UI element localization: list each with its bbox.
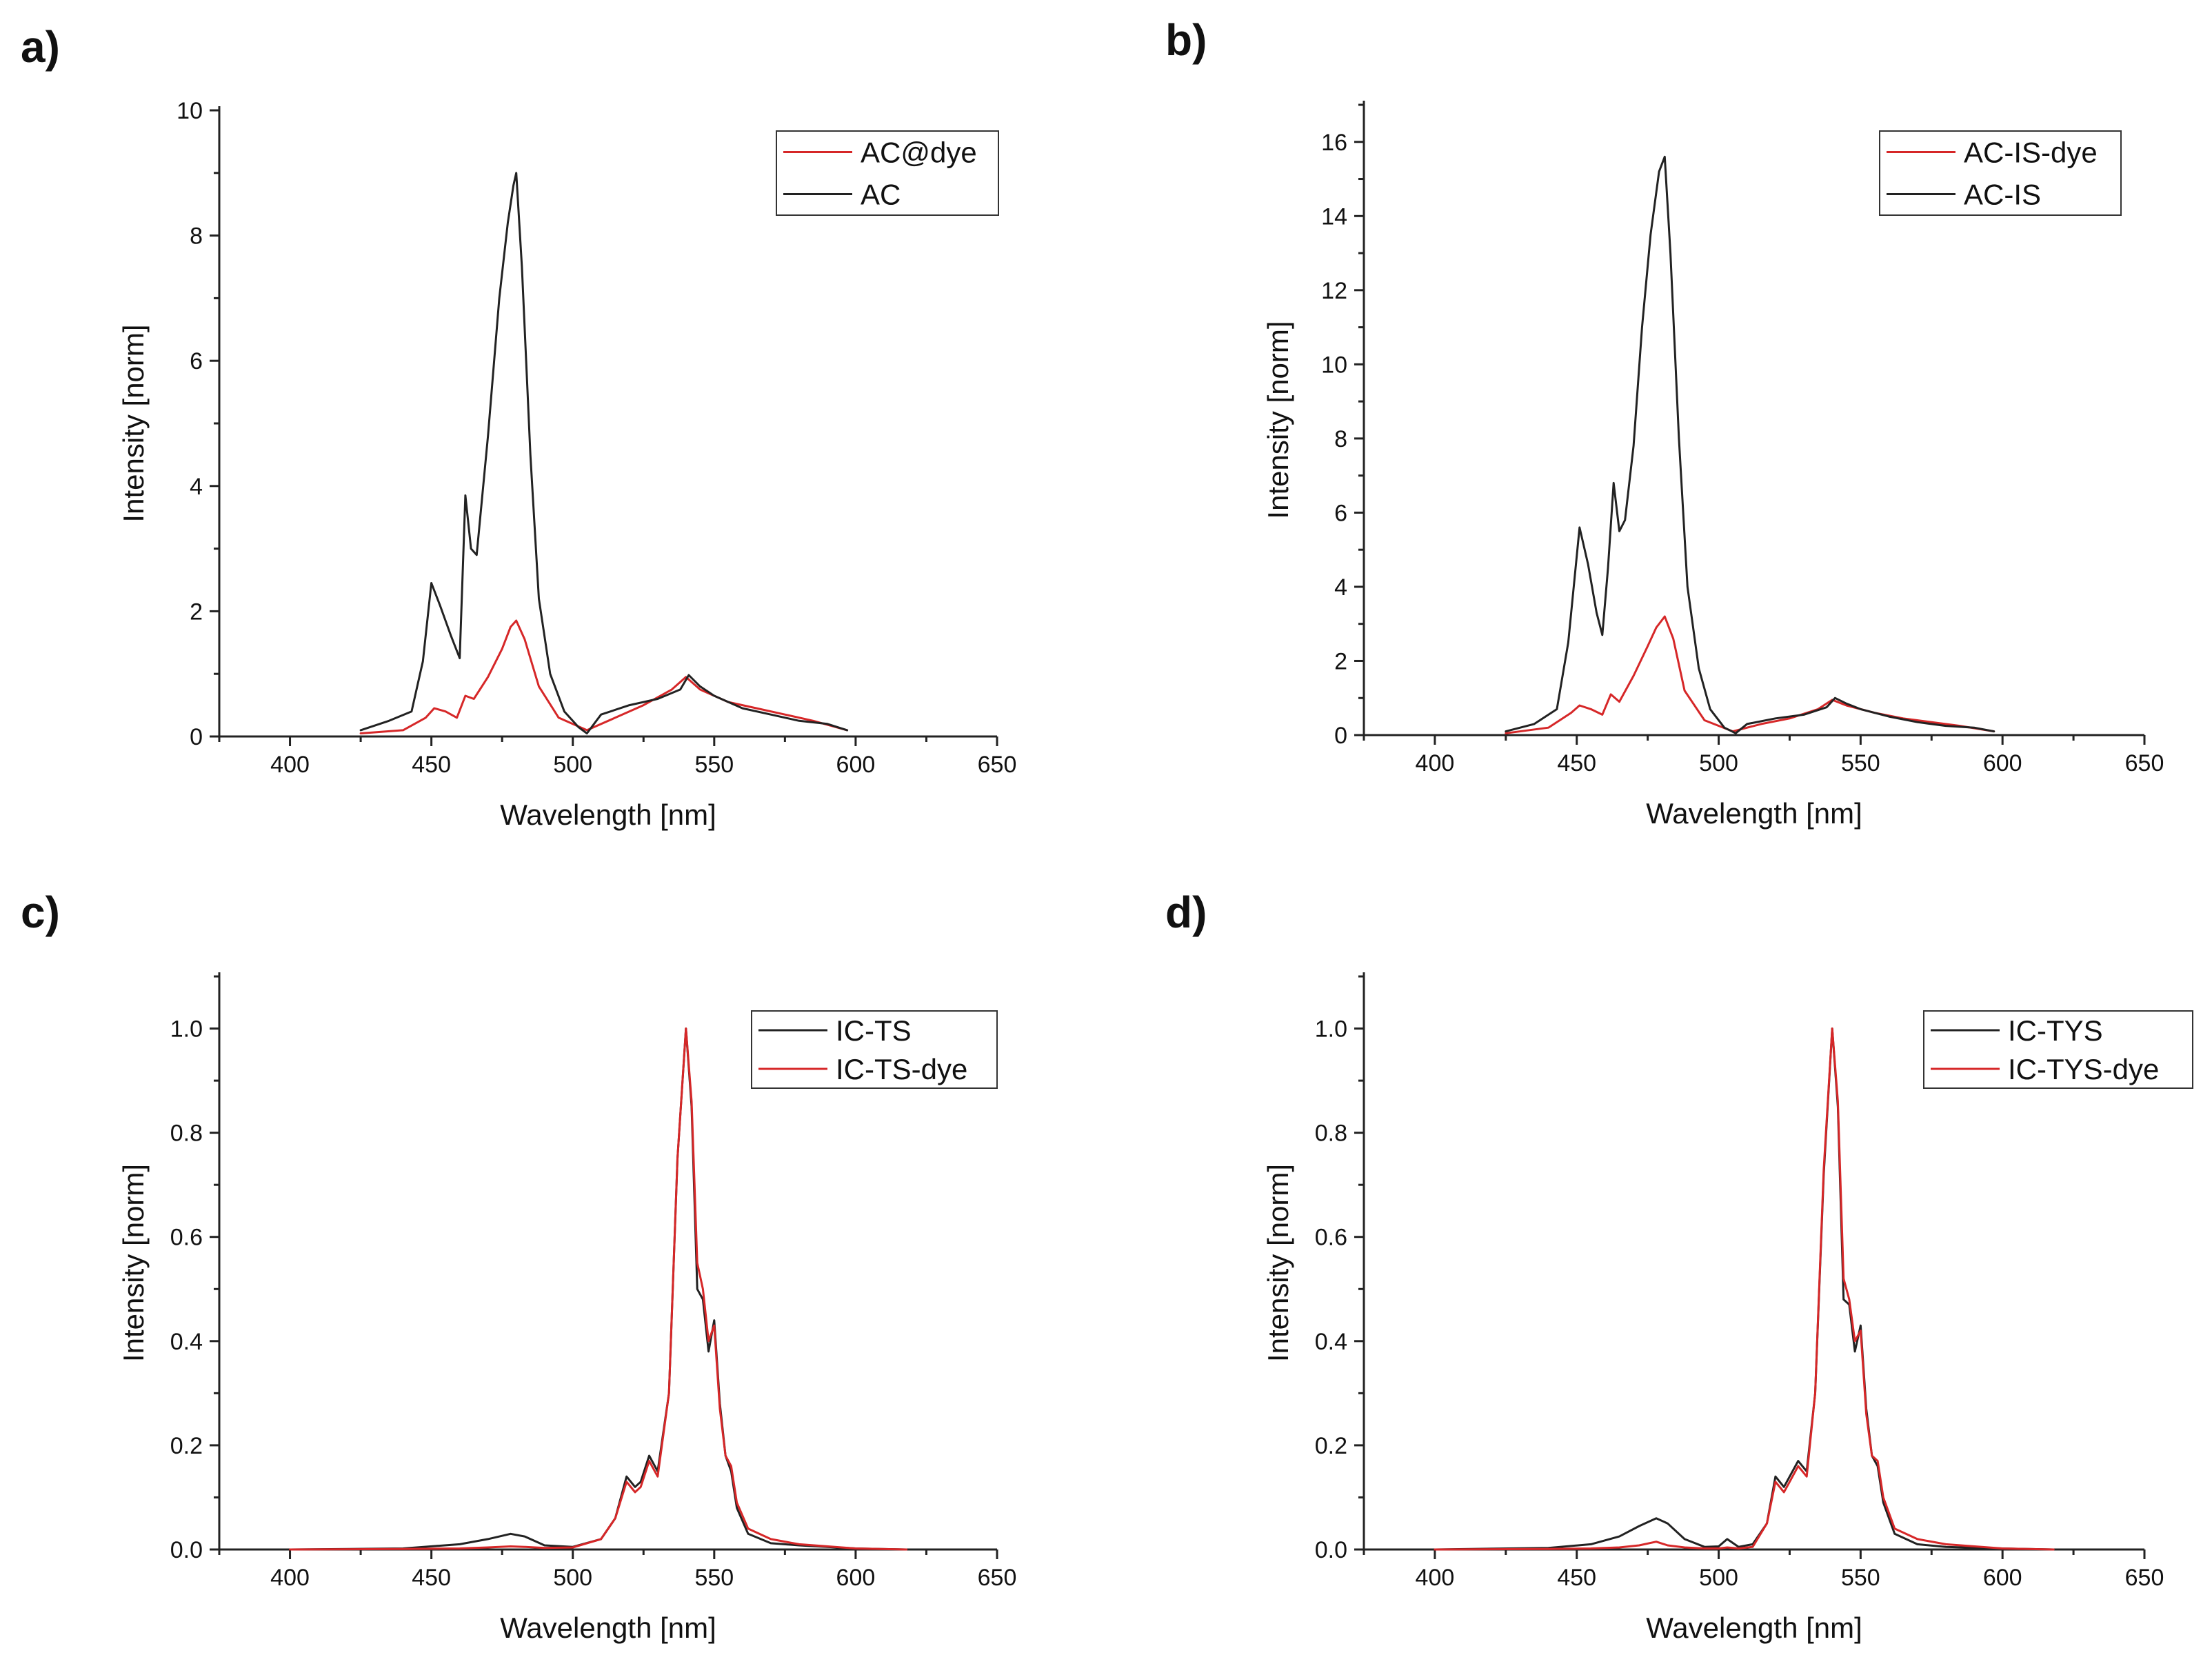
legend-box (776, 130, 999, 216)
y-tick-label: 0 (1334, 723, 1347, 749)
x-axis-title: Wavelength [nm] (1646, 1612, 1862, 1644)
x-tick-label: 450 (1557, 1565, 1596, 1591)
x-tick-label: 550 (694, 752, 734, 778)
x-tick-label: 500 (1699, 750, 1738, 776)
series-line-ac-is-dye (1505, 615, 1995, 734)
y-tick-label: 0 (190, 724, 203, 750)
panel-label: d) (1165, 887, 1207, 937)
x-tick-label: 600 (1983, 750, 2022, 776)
y-tick-label: 0.8 (1315, 1121, 1347, 1147)
panel-c: c) 400 450 500 550 600 650 0.0 0.2 0.4 0.6 0.8 1.0 Wa… (21, 887, 1016, 1644)
y-tick-label: 4 (1334, 574, 1347, 601)
legend: IC-TYS IC-TYS-dye (1923, 1010, 2193, 1089)
y-tick-label: 0.0 (1315, 1537, 1347, 1563)
legend-label: IC-TS (836, 1014, 912, 1047)
legend-label: IC-TYS-dye (2008, 1053, 2159, 1085)
x-tick-label: 400 (270, 1565, 310, 1591)
x-tick-label: 600 (1983, 1565, 2022, 1591)
series-line-ic-ts-dye (289, 1027, 908, 1551)
y-tick-label: 4 (190, 474, 203, 500)
x-tick-label: 450 (412, 1565, 451, 1591)
series-line-ic-tys-dye (1434, 1027, 2055, 1551)
legend-label: AC-IS (1964, 179, 2041, 211)
y-tick-label: 0.6 (170, 1225, 203, 1251)
x-tick-label: 550 (694, 1565, 734, 1591)
y-tick-label: 2 (190, 599, 203, 625)
legend: AC-IS-dye AC-IS (1879, 130, 2122, 216)
y-tick-label: 0.4 (1315, 1329, 1347, 1355)
y-tick-label: 1.0 (1315, 1016, 1347, 1043)
x-tick-label: 450 (1557, 750, 1596, 776)
x-tick-label: 650 (978, 1565, 1017, 1591)
y-tick-label: 0.0 (170, 1537, 203, 1563)
x-tick-label: 500 (1699, 1565, 1738, 1591)
x-tick-label: 500 (553, 1565, 592, 1591)
legend-box (1879, 130, 2122, 216)
x-axis-title: Wavelength [nm] (1646, 797, 1862, 830)
series-line-ic-tys (1434, 1027, 2055, 1551)
legend: IC-TS IC-TS-dye (751, 1010, 998, 1089)
y-tick-label: 16 (1321, 130, 1347, 156)
x-axis-title: Wavelength [nm] (500, 1612, 716, 1644)
series-line-ic-ts (289, 1027, 908, 1551)
y-tick-label: 12 (1321, 278, 1347, 304)
y-tick-label: 14 (1321, 203, 1347, 230)
y-tick-label: 0.4 (170, 1329, 203, 1355)
y-tick-label: 6 (190, 348, 203, 374)
y-tick-label: 8 (1334, 426, 1347, 452)
x-tick-label: 650 (2125, 750, 2164, 776)
x-tick-label: 500 (553, 752, 592, 778)
panel-label: a) (21, 22, 60, 72)
y-tick-label: 0.2 (1315, 1433, 1347, 1459)
y-axis-title: Intensity [norm] (1262, 1164, 1294, 1362)
legend-box (751, 1010, 998, 1089)
series-line-ac-is (1505, 155, 1995, 734)
panel-a: a) 400 450 500 550 600 650 0 2 4 6 8 10 Wavelength [n… (21, 22, 1016, 831)
panel-b: b) 400 450 500 550 600 650 0 2 4 6 8 10 12 14 16 Wavelen… (1165, 15, 2164, 830)
legend-label: AC@dye (861, 137, 977, 169)
y-tick-label: 1.0 (170, 1016, 203, 1043)
panel-d: d) 400 450 500 550 600 650 0.0 0.2 0.4 0.6 0.8 1.0 Wa… (1165, 887, 2193, 1644)
x-tick-label: 550 (1841, 1565, 1880, 1591)
legend-label: AC (861, 179, 901, 211)
x-axis-title: Wavelength [nm] (500, 799, 716, 831)
legend-label: IC-TS-dye (836, 1053, 967, 1085)
panel-label: b) (1165, 15, 1207, 65)
x-tick-label: 650 (2125, 1565, 2164, 1591)
y-tick-label: 6 (1334, 500, 1347, 526)
y-tick-label: 0.2 (170, 1433, 203, 1459)
panel-label: c) (21, 887, 60, 937)
y-axis-title: Intensity [norm] (1262, 321, 1294, 519)
x-tick-label: 450 (412, 752, 451, 778)
y-tick-label: 10 (177, 98, 203, 124)
x-tick-label: 600 (836, 1565, 876, 1591)
y-tick-label: 0.8 (170, 1121, 203, 1147)
series-line-ac (359, 172, 849, 734)
series-line-ac-dye (359, 619, 849, 734)
legend-label: AC-IS-dye (1964, 137, 2098, 169)
legend-label: IC-TYS (2008, 1014, 2103, 1047)
x-tick-label: 400 (270, 752, 310, 778)
x-tick-label: 400 (1416, 1565, 1455, 1591)
x-tick-label: 650 (978, 752, 1017, 778)
y-tick-label: 0.6 (1315, 1225, 1347, 1251)
x-tick-label: 600 (836, 752, 876, 778)
legend-box (1923, 1010, 2193, 1089)
y-tick-label: 2 (1334, 648, 1347, 674)
legend: AC@dye AC (776, 130, 999, 216)
y-axis-title: Intensity [norm] (117, 1164, 150, 1362)
x-tick-label: 550 (1841, 750, 1880, 776)
y-tick-label: 10 (1321, 352, 1347, 378)
x-tick-label: 400 (1416, 750, 1455, 776)
y-tick-label: 8 (190, 223, 203, 250)
y-axis-title: Intensity [norm] (117, 324, 150, 522)
